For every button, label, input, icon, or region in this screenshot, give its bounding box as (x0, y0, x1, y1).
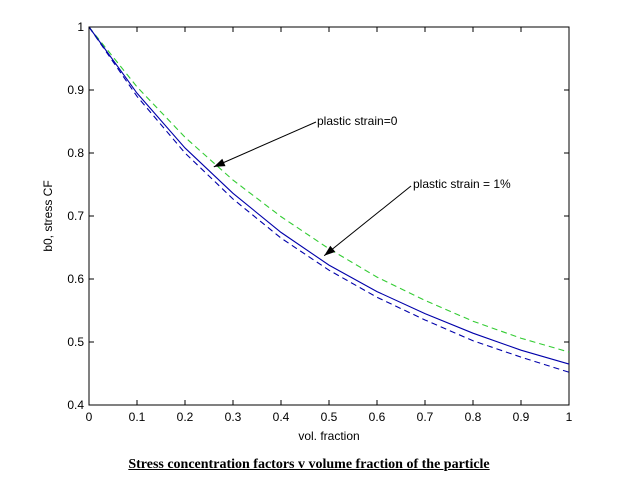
tick-layer: 0 0.1 0.2 0.3 0.4 0.5 0.6 0.7 0.8 0.9 1 0.4 0.5 0.6 0.… (67, 20, 572, 424)
series-line-1 (88, 26, 570, 353)
x-tick-label: 0.7 (417, 410, 434, 424)
series-layer (88, 26, 570, 373)
x-axis-label: vol. fraction (298, 429, 359, 443)
x-tick-label: 0.2 (177, 410, 194, 424)
annotation-layer: plastic strain=0 plastic strain = 1% (213, 114, 511, 257)
plot-area (88, 26, 570, 406)
y-axis-label: b0, stress CF (41, 180, 55, 251)
annotation-arrow-line (213, 121, 317, 168)
annotation-label: plastic strain = 1% (413, 177, 511, 191)
annotation-arrow-head (213, 158, 226, 167)
series-line-2 (88, 26, 570, 365)
x-tick-label: 0.5 (321, 410, 338, 424)
x-tick-label: 0.4 (273, 410, 290, 424)
y-tick-label: 1 (77, 20, 84, 34)
x-tick-label: 0.9 (513, 410, 530, 424)
figure-caption: Stress concentration factors v volume fr… (128, 457, 490, 472)
x-tick-label: 0.1 (129, 410, 146, 424)
y-tick-label: 0.7 (67, 209, 84, 223)
annotation-arrow-line (323, 185, 412, 257)
y-tick-label: 0.4 (67, 398, 84, 412)
y-tick-label: 0.8 (67, 146, 84, 160)
x-tick-label: 0.6 (369, 410, 386, 424)
y-tick-label: 0.5 (67, 335, 84, 349)
annotation-label: plastic strain=0 (317, 114, 398, 128)
annotation-arrow-head (324, 245, 336, 256)
y-tick-label: 0.9 (67, 83, 84, 97)
series-line-3 (88, 26, 570, 373)
x-tick-label: 1 (566, 410, 573, 424)
y-tick-label: 0.6 (67, 272, 84, 286)
x-tick-label: 0.8 (465, 410, 482, 424)
x-tick-label: 0 (86, 410, 93, 424)
x-tick-label: 0.3 (225, 410, 242, 424)
